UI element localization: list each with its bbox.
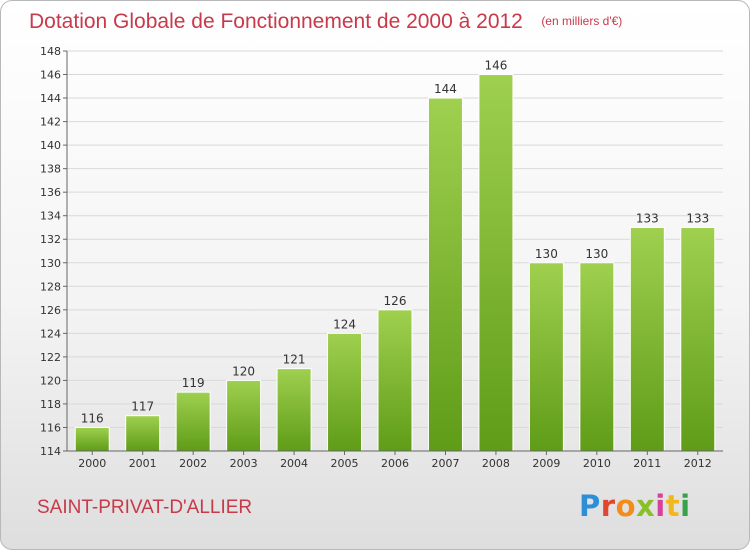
data-label: 133 (686, 211, 709, 225)
bar-2005 (327, 332, 363, 452)
data-label: 144 (434, 82, 457, 96)
x-tick-label: 2002 (179, 457, 207, 470)
chart-title: Dotation Globale de Fonctionnement de 20… (29, 10, 523, 33)
bar-2000 (74, 426, 110, 452)
x-tick-label: 2010 (583, 457, 611, 470)
y-tick-label: 136 (40, 186, 61, 199)
bar-2001 (125, 415, 161, 452)
y-tick-label: 116 (40, 421, 61, 434)
labels: 114 116 118 120 122 124 126 128 130 132 134 136 138 1… (40, 45, 712, 470)
y-tick-label: 144 (40, 92, 61, 105)
logo-letter: i (680, 489, 691, 523)
logo-letter: t (665, 489, 681, 523)
bar-2011 (629, 226, 665, 452)
y-tick-label: 126 (40, 304, 61, 317)
bar-2009 (528, 262, 564, 452)
y-tick-label: 146 (40, 69, 61, 82)
y-tick-label: 122 (40, 351, 61, 364)
x-tick-label: 2009 (532, 457, 560, 470)
x-tick-label: 2011 (633, 457, 661, 470)
bar-2010 (579, 262, 615, 452)
proxiti-logo[interactable]: Proxiti (579, 489, 691, 523)
y-tick-label: 138 (40, 163, 61, 176)
bar-2004 (276, 368, 312, 452)
commune-name: SAINT-PRIVAT-D'ALLIER (37, 497, 253, 518)
x-tick-label: 2007 (431, 457, 459, 470)
data-label: 146 (484, 59, 507, 73)
data-label: 119 (182, 376, 205, 390)
data-label: 130 (585, 247, 608, 261)
data-label: 124 (333, 317, 356, 331)
logo-letter: P (579, 489, 601, 523)
y-tick-label: 118 (40, 398, 61, 411)
x-tick-label: 2006 (381, 457, 409, 470)
y-tick-label: 148 (40, 45, 61, 58)
bar-2003 (226, 379, 262, 452)
x-tick-label: 2008 (482, 457, 510, 470)
x-tick-label: 2005 (331, 457, 359, 470)
data-label: 116 (81, 411, 104, 425)
logo-letter: o (615, 489, 637, 523)
x-tick-label: 2012 (684, 457, 712, 470)
y-tick-label: 142 (40, 116, 61, 129)
bar-series (74, 74, 716, 452)
y-tick-label: 132 (40, 233, 61, 246)
x-tick-label: 2001 (129, 457, 157, 470)
y-tick-label: 128 (40, 280, 61, 293)
data-label: 121 (283, 353, 306, 367)
y-tick-label: 124 (40, 327, 61, 340)
data-label: 130 (535, 247, 558, 261)
bar-2012 (680, 226, 716, 452)
axes (63, 50, 723, 455)
y-tick-label: 140 (40, 139, 61, 152)
x-tick-label: 2004 (280, 457, 308, 470)
data-label: 133 (636, 211, 659, 225)
bar-2007 (427, 97, 463, 452)
x-tick-label: 2003 (230, 457, 258, 470)
y-tick-label: 134 (40, 210, 61, 223)
chart-title-block: Dotation Globale de Fonctionnement de 20… (29, 10, 622, 34)
logo-letter: x (636, 489, 656, 523)
y-tick-label: 114 (40, 445, 61, 458)
logo-letter: i (655, 489, 666, 523)
data-label: 126 (384, 294, 407, 308)
logo-letter: r (600, 489, 616, 523)
bar-2008 (478, 74, 514, 452)
bar-2006 (377, 309, 413, 452)
data-label: 117 (131, 400, 154, 414)
x-tick-label: 2000 (78, 457, 106, 470)
y-tick-label: 120 (40, 374, 61, 387)
bar-2002 (175, 391, 211, 452)
y-tick-label: 130 (40, 257, 61, 270)
chart-unit: (en milliers d'€) (541, 14, 623, 28)
data-label: 120 (232, 364, 255, 378)
